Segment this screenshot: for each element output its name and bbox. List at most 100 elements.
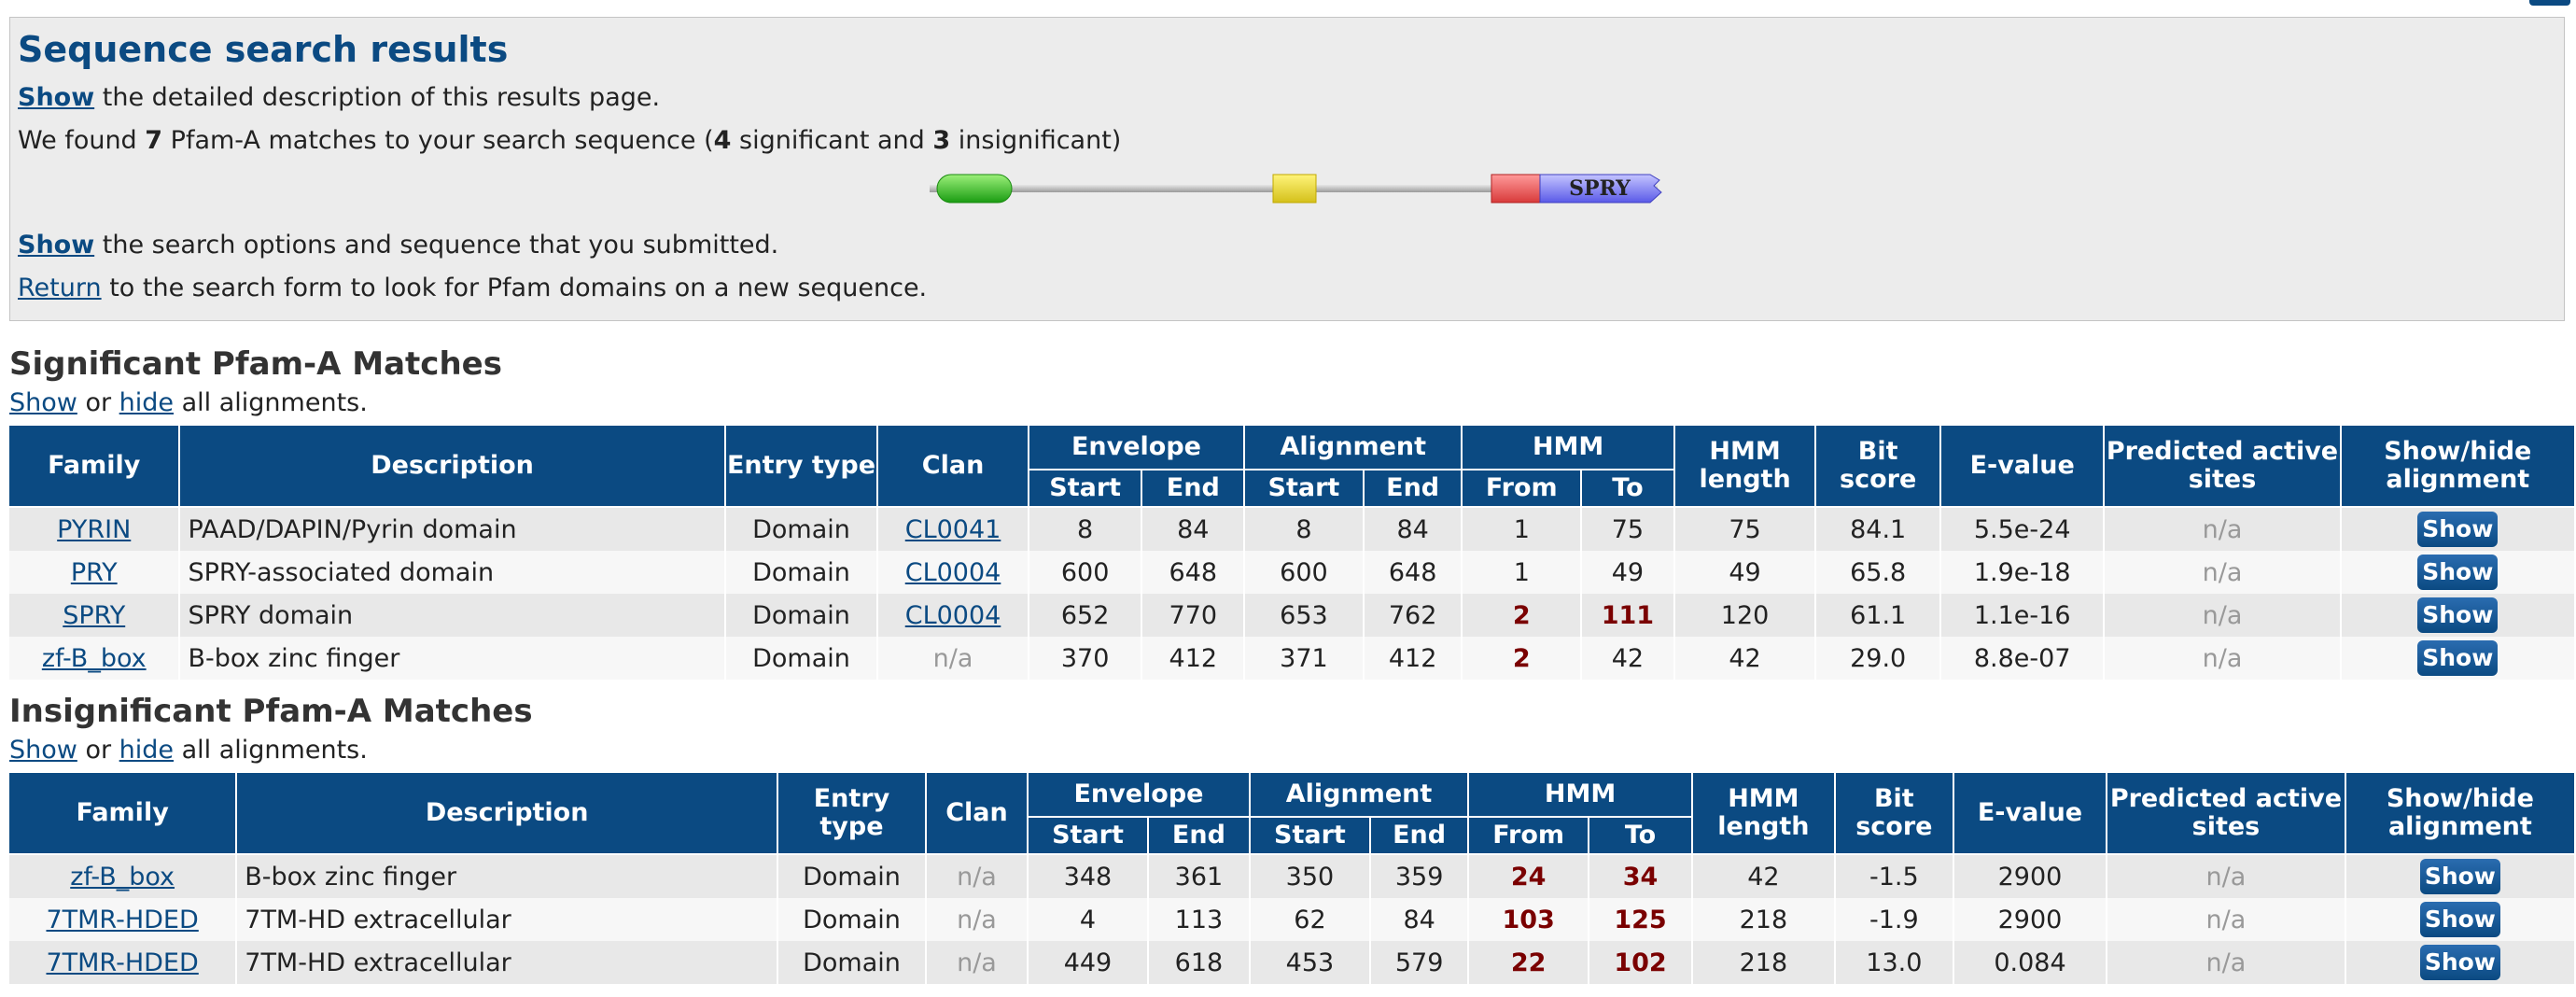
clan-link[interactable]: CL0041 [904, 514, 1001, 544]
return-link[interactable]: Return [18, 274, 102, 302]
evalue-cell: 1.9e-18 [1939, 551, 2106, 594]
alignment-end-cell: 84 [1362, 507, 1463, 551]
envelope-start-cell: 8 [1027, 507, 1143, 551]
col-family: Family [7, 771, 238, 855]
col-show-hide-alignment: Show/hide alignment [2344, 771, 2576, 855]
top-corner-button[interactable] [2529, 0, 2570, 6]
entry-type-cell: Domain [723, 594, 879, 637]
hmm-from-cell: 24 [1467, 854, 1590, 898]
hmm-to-cell: 125 [1588, 898, 1693, 941]
show-alignment-button[interactable]: Show [2417, 597, 2499, 633]
evalue-cell: 5.5e-24 [1939, 507, 2106, 551]
col-bit-score: Bit score [1814, 424, 1941, 508]
description-cell: B-box zinc finger [178, 637, 726, 680]
clan-cell: n/a [924, 898, 1029, 941]
family-link[interactable]: PYRIN [57, 514, 132, 544]
show-alignment-button[interactable]: Show [2417, 512, 2499, 547]
hide-all-alignments-link[interactable]: hide [119, 736, 175, 765]
alignment-start-cell: 350 [1248, 854, 1372, 898]
envelope-end-cell: 113 [1146, 898, 1251, 941]
clan-link[interactable]: CL0004 [904, 600, 1001, 630]
table-row: PRY SPRY-associated domain Domain CL0004… [7, 551, 2576, 594]
col-hmm-from: From [1461, 469, 1583, 508]
col-envelope-start: Start [1027, 816, 1149, 855]
insignificant-count: 3 [932, 126, 951, 155]
show-alignment-button[interactable]: Show [2417, 640, 2499, 676]
envelope-end-cell: 648 [1141, 551, 1246, 594]
zf-b-box-domain-shape [1272, 174, 1317, 204]
domain-graphic[interactable]: SPRY [920, 167, 1672, 210]
col-alignment-end: End [1362, 469, 1463, 508]
insignificant-matches-table: Family Description Entry type Clan Envel… [7, 771, 2576, 984]
hmm-to-cell: 34 [1588, 854, 1693, 898]
family-link[interactable]: SPRY [63, 600, 126, 630]
hmm-from-cell: 2 [1461, 594, 1583, 637]
col-hmm: HMM [1461, 424, 1675, 470]
hmm-to-cell: 49 [1580, 551, 1675, 594]
bit-score-cell: 13.0 [1833, 941, 1954, 984]
envelope-start-cell: 348 [1027, 854, 1149, 898]
significant-alignment-toggle: Show or hide all alignments. [9, 388, 368, 417]
col-hmm-from: From [1467, 816, 1590, 855]
insignificant-alignment-toggle: Show or hide all alignments. [9, 736, 368, 765]
envelope-end-cell: 412 [1141, 637, 1246, 680]
active-sites-cell: n/a [2103, 594, 2342, 637]
col-envelope-end: End [1141, 469, 1246, 508]
col-envelope-start: Start [1027, 469, 1143, 508]
alignment-end-cell: 412 [1362, 637, 1463, 680]
show-alignment-button[interactable]: Show [2419, 945, 2500, 980]
active-sites-cell: n/a [2103, 637, 2342, 680]
hmm-from-cell: 1 [1461, 507, 1583, 551]
hmm-length-cell: 218 [1690, 898, 1836, 941]
hmm-length-cell: 49 [1673, 551, 1817, 594]
matches-found-line: We found 7 Pfam-A matches to your search… [18, 126, 1122, 155]
show-description-link[interactable]: Show [18, 83, 95, 112]
alignment-end-cell: 84 [1369, 898, 1470, 941]
family-link[interactable]: PRY [70, 557, 118, 587]
search-options-line: Show the search options and sequence tha… [18, 231, 779, 260]
entry-type-cell: Domain [723, 637, 879, 680]
entry-type-cell: Domain [723, 507, 879, 551]
show-all-alignments-link[interactable]: Show [9, 736, 77, 765]
col-alignment-end: End [1369, 816, 1470, 855]
col-predicted-active-sites: Predicted active sites [2106, 771, 2346, 855]
description-cell: SPRY-associated domain [178, 551, 726, 594]
col-family: Family [7, 424, 181, 508]
description-cell: 7TM-HD extracellular [235, 941, 779, 984]
family-link[interactable]: 7TMR-HDED [46, 905, 199, 934]
show-all-alignments-link[interactable]: Show [9, 388, 77, 417]
active-sites-cell: n/a [2103, 507, 2342, 551]
table-row: 7TMR-HDED 7TM-HD extracellular Domain n/… [7, 898, 2576, 941]
family-link[interactable]: zf-B_box [41, 643, 147, 673]
significant-matches-table: Family Description Entry type Clan Envel… [7, 424, 2576, 680]
table-row: zf-B_box B-box zinc finger Domain n/a 34… [7, 854, 2576, 898]
envelope-end-cell: 770 [1141, 594, 1246, 637]
envelope-end-cell: 361 [1146, 854, 1251, 898]
hmm-from-cell: 22 [1467, 941, 1590, 984]
entry-type-cell: Domain [777, 898, 927, 941]
results-summary-panel: Sequence search results Show the detaile… [9, 17, 2565, 321]
table-row: 7TMR-HDED 7TM-HD extracellular Domain n/… [7, 941, 2576, 984]
family-link[interactable]: zf-B_box [70, 862, 175, 892]
envelope-start-cell: 652 [1027, 594, 1143, 637]
description-line: Show the detailed description of this re… [18, 83, 661, 112]
col-predicted-active-sites: Predicted active sites [2103, 424, 2342, 508]
clan-link[interactable]: CL0004 [904, 557, 1001, 587]
col-hmm-length: HMM length [1673, 424, 1817, 508]
alignment-end-cell: 762 [1362, 594, 1463, 637]
active-sites-cell: n/a [2103, 551, 2342, 594]
envelope-start-cell: 4 [1027, 898, 1149, 941]
show-search-options-link[interactable]: Show [18, 231, 95, 260]
hmm-length-cell: 75 [1673, 507, 1817, 551]
show-alignment-button[interactable]: Show [2419, 859, 2500, 894]
show-alignment-button[interactable]: Show [2417, 555, 2499, 590]
family-link[interactable]: 7TMR-HDED [46, 948, 199, 977]
envelope-start-cell: 449 [1027, 941, 1149, 984]
envelope-start-cell: 370 [1027, 637, 1143, 680]
col-show-hide-alignment: Show/hide alignment [2339, 424, 2576, 508]
show-alignment-button[interactable]: Show [2419, 902, 2500, 937]
col-bit-score: Bit score [1833, 771, 1954, 855]
hide-all-alignments-link[interactable]: hide [119, 388, 175, 417]
col-hmm-length: HMM length [1690, 771, 1836, 855]
pyrin-domain-shape [936, 174, 1013, 204]
